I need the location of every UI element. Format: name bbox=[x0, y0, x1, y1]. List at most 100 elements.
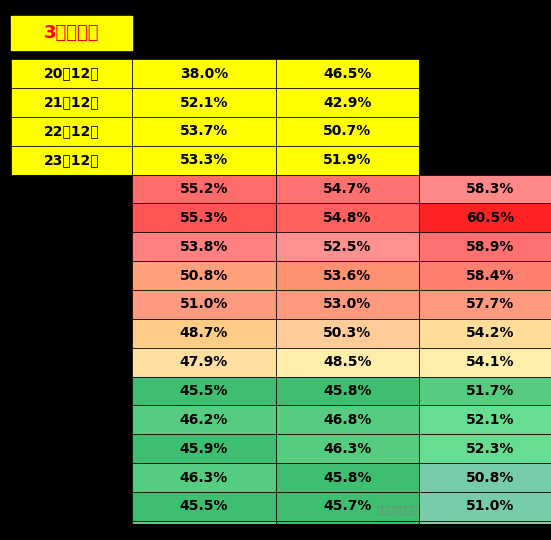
Text: 45.8%: 45.8% bbox=[323, 470, 371, 484]
Bar bbox=[11, 204, 132, 232]
Text: 50.7%: 50.7% bbox=[323, 124, 371, 138]
Text: 52.3%: 52.3% bbox=[466, 442, 515, 456]
Text: 53.8%: 53.8% bbox=[180, 240, 228, 254]
Text: 58.3%: 58.3% bbox=[466, 182, 515, 196]
Text: 46.3%: 46.3% bbox=[180, 470, 228, 484]
Bar bbox=[276, 174, 419, 204]
Text: 54.8%: 54.8% bbox=[323, 211, 371, 225]
Bar bbox=[276, 319, 419, 348]
Bar bbox=[419, 117, 551, 146]
Bar bbox=[132, 434, 276, 463]
Bar bbox=[419, 204, 551, 232]
Bar bbox=[11, 406, 132, 434]
Text: 46.5%: 46.5% bbox=[323, 66, 371, 80]
Text: 55.2%: 55.2% bbox=[180, 182, 228, 196]
Text: 22年12月: 22年12月 bbox=[44, 124, 100, 138]
Bar bbox=[419, 232, 551, 261]
Text: 50.3%: 50.3% bbox=[323, 326, 371, 340]
Text: 52.1%: 52.1% bbox=[180, 96, 228, 110]
Text: 38.0%: 38.0% bbox=[180, 66, 228, 80]
Text: 48.5%: 48.5% bbox=[323, 355, 371, 369]
Text: 58.4%: 58.4% bbox=[466, 268, 515, 282]
Bar bbox=[132, 117, 276, 146]
Bar bbox=[419, 261, 551, 290]
Text: 51.3%: 51.3% bbox=[466, 528, 515, 540]
Text: 46.3%: 46.3% bbox=[323, 442, 371, 456]
Bar bbox=[419, 319, 551, 348]
Bar bbox=[132, 204, 276, 232]
Text: 46.8%: 46.8% bbox=[323, 413, 371, 427]
Bar bbox=[132, 406, 276, 434]
Bar bbox=[132, 88, 276, 117]
Bar bbox=[276, 88, 419, 117]
Bar bbox=[11, 463, 132, 492]
Bar bbox=[11, 348, 132, 376]
Bar bbox=[276, 59, 419, 88]
Text: 45.9%: 45.9% bbox=[180, 442, 228, 456]
Bar bbox=[132, 146, 276, 174]
Text: 45.8%: 45.8% bbox=[323, 384, 371, 398]
Text: 54.1%: 54.1% bbox=[466, 355, 515, 369]
Text: 57.7%: 57.7% bbox=[466, 298, 515, 312]
Bar bbox=[276, 146, 419, 174]
Text: 54.7%: 54.7% bbox=[323, 182, 371, 196]
Text: 公众号：崔东树: 公众号：崔东树 bbox=[376, 504, 417, 514]
Bar bbox=[419, 492, 551, 521]
Bar bbox=[11, 59, 132, 88]
Text: 42.9%: 42.9% bbox=[323, 96, 371, 110]
Bar bbox=[276, 463, 419, 492]
Bar bbox=[276, 376, 419, 406]
Bar bbox=[419, 146, 551, 174]
Text: 53.7%: 53.7% bbox=[180, 124, 228, 138]
Bar bbox=[276, 117, 419, 146]
Bar bbox=[132, 232, 276, 261]
Text: 47.9%: 47.9% bbox=[180, 355, 228, 369]
Bar bbox=[11, 117, 132, 146]
Bar bbox=[11, 521, 132, 540]
Text: 21年12月: 21年12月 bbox=[44, 96, 100, 110]
Text: 53.6%: 53.6% bbox=[323, 268, 371, 282]
Text: 45.7%: 45.7% bbox=[323, 500, 371, 514]
Bar bbox=[419, 463, 551, 492]
Bar bbox=[419, 290, 551, 319]
Bar bbox=[419, 376, 551, 406]
Text: 48.7%: 48.7% bbox=[180, 326, 228, 340]
Bar bbox=[132, 261, 276, 290]
Bar bbox=[276, 204, 419, 232]
Bar bbox=[419, 434, 551, 463]
Bar bbox=[276, 232, 419, 261]
Bar bbox=[11, 16, 132, 50]
Bar bbox=[11, 88, 132, 117]
Text: 53.0%: 53.0% bbox=[323, 298, 371, 312]
Text: 51.9%: 51.9% bbox=[323, 153, 371, 167]
Bar bbox=[132, 521, 276, 540]
Bar bbox=[132, 463, 276, 492]
Text: 47.0%: 47.0% bbox=[180, 528, 228, 540]
Bar bbox=[132, 348, 276, 376]
Text: 51.7%: 51.7% bbox=[466, 384, 515, 398]
Bar bbox=[132, 59, 276, 88]
Bar bbox=[132, 492, 276, 521]
Bar bbox=[11, 319, 132, 348]
Bar bbox=[132, 376, 276, 406]
Text: 45.3%: 45.3% bbox=[323, 528, 371, 540]
Bar bbox=[276, 261, 419, 290]
Bar bbox=[419, 59, 551, 88]
Bar bbox=[132, 290, 276, 319]
Bar bbox=[11, 261, 132, 290]
Bar bbox=[276, 492, 419, 521]
Text: 46.2%: 46.2% bbox=[180, 413, 228, 427]
Text: 58.9%: 58.9% bbox=[466, 240, 515, 254]
Bar bbox=[276, 406, 419, 434]
Bar bbox=[276, 521, 419, 540]
Bar bbox=[11, 434, 132, 463]
Bar bbox=[11, 174, 132, 204]
Text: 60.5%: 60.5% bbox=[466, 211, 515, 225]
Bar bbox=[11, 376, 132, 406]
Bar bbox=[276, 348, 419, 376]
Bar bbox=[132, 174, 276, 204]
Text: 45.5%: 45.5% bbox=[180, 384, 228, 398]
Text: 50.8%: 50.8% bbox=[180, 268, 228, 282]
Text: 45.5%: 45.5% bbox=[180, 500, 228, 514]
Text: 52.5%: 52.5% bbox=[323, 240, 371, 254]
